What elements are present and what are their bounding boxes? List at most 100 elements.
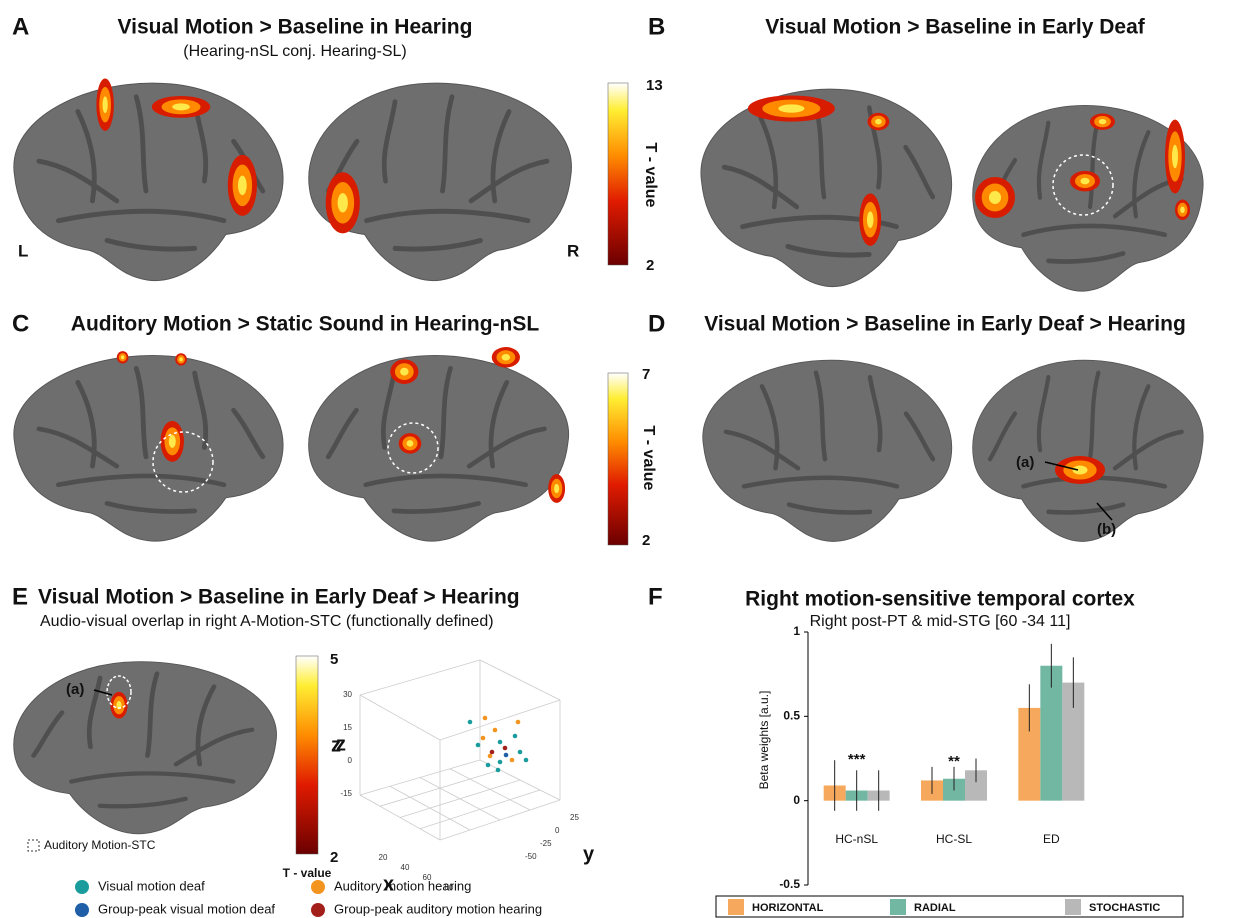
legend-label: RADIAL [914,902,956,914]
legend-swatch [311,903,325,917]
activation [1081,178,1090,185]
frame-line [450,769,530,810]
frame-line [420,778,500,821]
axis-label: z [336,733,346,755]
legend-swatch [1065,899,1081,915]
cortex [701,89,952,286]
activation [1172,145,1178,168]
panel-letter: B [648,13,665,40]
legend-label: Visual motion deaf [98,878,205,893]
frame-line [480,660,560,700]
scatter-point [503,746,508,751]
panel-letter: A [12,13,29,40]
activation [400,368,408,376]
x-tick-label: ED [1043,832,1060,846]
activation [102,96,107,113]
y-tick-label: -25 [540,839,552,848]
colorbar-min: 2 [330,849,338,866]
panel-subtitle: (Hearing-nSL conj. Hearing-SL) [183,43,407,60]
legend-swatch [890,899,906,915]
panel-letter: F [648,583,663,610]
z-tick-label: 15 [343,723,352,732]
colorbar [296,656,318,854]
frame-line [420,790,540,829]
cortex [14,355,283,541]
frame-line [440,700,560,740]
significance: *** [848,751,866,768]
activation [1099,119,1107,124]
scatter-point [513,734,518,739]
scatter-point [486,763,491,768]
activation [502,354,510,361]
colorbar-max: 13 [646,77,663,94]
scatter-point [510,758,515,763]
brain [309,347,569,541]
scatter-point [498,740,503,745]
legend-label: STOCHASTIC [1089,902,1160,914]
panel-title: Auditory Motion > Static Sound in Hearin… [71,313,540,336]
y-tick-label: -50 [525,852,537,861]
y-tick-label: 0.5 [783,709,800,723]
brain [701,89,952,286]
annotation: (b) [1097,521,1116,538]
colorbar-label: T - value [640,426,657,491]
legend-label: Auditory motion hearing [334,878,471,893]
x-tick-label: HC-SL [936,832,972,846]
scatter-point [524,758,529,763]
scatter-point [490,750,495,755]
axis-label: y [583,843,595,865]
cortex [703,360,952,541]
legend-label: HORIZONTAL [752,902,824,914]
scatter-point [483,716,488,721]
brain [973,105,1203,291]
scatter-point [468,720,473,725]
cortex [973,360,1203,541]
y-tick-label: 1 [793,624,800,638]
y-axis-label: Beta weights [a.u.] [757,691,771,790]
activation [989,191,1001,204]
x-tick-label: 20 [379,853,388,862]
scatter-point [496,768,501,773]
z-tick-label: 0 [348,756,353,765]
activation [554,484,559,493]
x-tick-label: HC-nSL [835,832,878,846]
frame-line [360,660,480,695]
activation [875,119,882,125]
panel-title: Visual Motion > Baseline in Early Deaf >… [38,586,520,609]
panel-letter: D [648,310,665,337]
colorbar [608,373,628,545]
legend-label: Group-peak visual motion deaf [98,901,275,916]
scatter-point [516,720,521,725]
activation [121,355,125,359]
y-tick-label: -0.5 [779,877,800,891]
colorbar-min: 2 [642,532,650,549]
brain [309,83,572,280]
scatter-point [518,750,523,755]
y-tick-label: 0 [793,793,800,807]
brain [703,360,952,541]
activation [338,193,348,212]
colorbar [608,83,628,265]
legend-swatch [311,880,325,894]
chart-subtitle: Right post-PT & mid-STG [60 -34 11] [810,613,1071,630]
activation [169,435,176,448]
brain [973,360,1203,541]
annotation: (a) [66,681,84,698]
brain [14,662,277,834]
legend-swatch [728,899,744,915]
annotation: (a) [1016,454,1034,471]
colorbar-max: 7 [642,366,650,383]
colorbar-min: 2 [646,257,654,274]
scatter-point [498,760,503,765]
panel-title: Visual Motion > Baseline in Early Deaf [765,16,1145,39]
frame-line [360,695,440,740]
legend-swatch [75,880,89,894]
scatter-point [504,753,509,758]
y-tick-label: 25 [570,813,579,822]
activation [867,211,874,228]
activation [1073,466,1088,475]
figure: A Visual Motion > Baseline in Hearing (H… [0,0,1240,918]
hemisphere-label: R [567,241,579,260]
panel-title: Visual Motion > Baseline in Early Deaf >… [704,313,1186,336]
